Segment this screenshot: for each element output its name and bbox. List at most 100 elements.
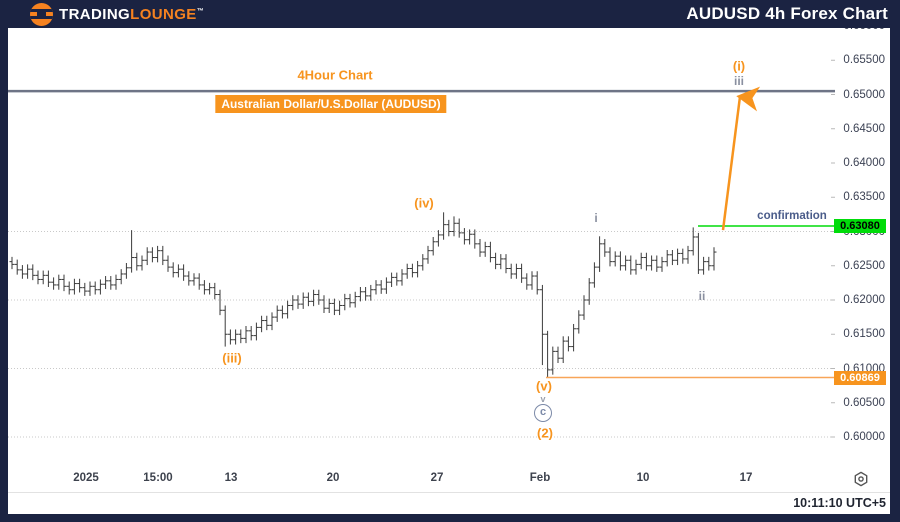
ohlc-bar: [238, 329, 244, 344]
ohlc-bar: [649, 255, 655, 271]
ohlc-bar: [321, 295, 327, 314]
ohlc-bar: [456, 218, 462, 238]
ohlc-bar: [233, 329, 239, 345]
ohlc-bar: [493, 252, 499, 270]
title-bar: TRADINGLOUNGE™ AUDUSD 4h Forex Chart: [0, 0, 900, 28]
ohlc-bar: [9, 256, 15, 270]
ohlc-bar: [77, 278, 83, 293]
settings-gear-icon[interactable]: [853, 471, 869, 487]
ohlc-bar: [300, 292, 306, 309]
ohlc-bar: [92, 281, 98, 295]
ohlc-bar: [389, 272, 395, 287]
price-axis-label: 0.65500: [843, 54, 885, 67]
confirmation-price-box: 0.63080: [834, 219, 886, 233]
ohlc-bar: [451, 216, 457, 237]
brand-lounge: LOUNGE: [130, 5, 197, 23]
ohlc-bar: [394, 272, 400, 286]
ohlc-bar: [633, 259, 639, 275]
ohlc-bar: [659, 256, 665, 272]
ohlc-bar: [373, 280, 379, 295]
ohlc-bar: [430, 236, 436, 256]
ohlc-bar: [139, 255, 145, 271]
ohlc-bar: [508, 263, 514, 279]
ohlc-bar: [706, 256, 712, 271]
ohlc-bar: [482, 241, 488, 257]
ohlc-bar: [534, 271, 540, 295]
ohlc-bar: [170, 262, 176, 278]
ohlc-bar: [555, 346, 561, 364]
ohlc-bar: [285, 300, 291, 319]
wave-label-c: c: [534, 404, 552, 422]
ohlc-bar: [581, 295, 587, 320]
brand-name: TRADINGLOUNGE™: [59, 7, 204, 22]
ohlc-bar: [269, 312, 275, 331]
ohlc-bar: [160, 245, 166, 266]
ohlc-bar: [415, 260, 421, 278]
ohlc-bar: [477, 239, 483, 257]
ohlc-bar: [690, 227, 696, 256]
ohlc-bar: [331, 298, 337, 316]
wave-label-ii: ii: [698, 289, 706, 303]
ohlc-bar: [368, 284, 374, 301]
ohlc-bar: [565, 336, 571, 352]
ohlc-bar: [61, 274, 67, 292]
ohlc-bar: [383, 277, 389, 294]
ohlc-bar: [399, 269, 405, 286]
trademark-symbol: ™: [196, 7, 205, 15]
ohlc-bar: [222, 305, 228, 347]
ohlc-bar: [87, 281, 93, 296]
ohlc-bar: [181, 264, 187, 281]
ohlc-bar: [40, 270, 46, 285]
price-axis-label: 0.62500: [843, 259, 885, 272]
ohlc-bar: [586, 278, 592, 305]
ohlc-bar: [695, 232, 701, 274]
ohlc-bar: [591, 262, 597, 288]
time-axis-label: Feb: [529, 472, 551, 484]
ohlc-bar: [212, 282, 218, 300]
ohlc-bar: [441, 212, 447, 240]
ohlc-bar: [108, 276, 114, 290]
ohlc-bar: [503, 254, 509, 274]
ohlc-bar: [404, 263, 410, 279]
ohlc-bar: [279, 305, 285, 319]
ohlc-bar: [472, 229, 478, 249]
ohlc-bar: [144, 247, 150, 266]
ohlc-bar: [425, 245, 431, 264]
ohlc-bar: [14, 259, 20, 275]
left-frame-strip: [0, 28, 8, 514]
ohlc-bar: [711, 247, 717, 271]
ohlc-bar: [529, 271, 535, 290]
ohlc-bar: [363, 286, 369, 301]
ohlc-bar: [51, 277, 57, 290]
ohlc-bar: [378, 280, 384, 294]
ohlc-bar: [295, 295, 301, 309]
ohlc-bar: [56, 274, 62, 290]
ohlc-bar: [685, 245, 691, 264]
ohlc-bar: [519, 263, 525, 283]
ohlc-bar: [253, 322, 259, 341]
ohlc-bar: [607, 247, 613, 267]
ohlc-bar: [290, 295, 296, 311]
ohlc-bar: [571, 323, 577, 352]
ohlc-bar: [623, 255, 629, 271]
ohlc-bar: [461, 228, 467, 245]
ohlc-bar: [71, 278, 77, 295]
ohlc-bar: [227, 329, 233, 345]
wave-label-iv: (iv): [414, 195, 434, 211]
wave-label-iii: iii: [733, 74, 745, 88]
ohlc-bar: [97, 279, 103, 295]
ohlc-bar: [274, 305, 280, 322]
ohlc-bar: [539, 284, 545, 366]
ohlc-bar: [597, 236, 603, 272]
brand-trading: TRADING: [59, 5, 131, 23]
wave-label-2: (2): [537, 425, 553, 441]
wave-label-i: i: [594, 211, 598, 225]
ohlc-bar: [643, 252, 649, 271]
ohlc-bar: [134, 252, 140, 271]
ohlc-bar: [175, 264, 181, 278]
ohlc-bar: [82, 282, 88, 296]
ohlc-bar: [155, 245, 161, 263]
price-axis-label: 0.60000: [843, 431, 885, 443]
confirmation-label: confirmation: [757, 210, 827, 222]
